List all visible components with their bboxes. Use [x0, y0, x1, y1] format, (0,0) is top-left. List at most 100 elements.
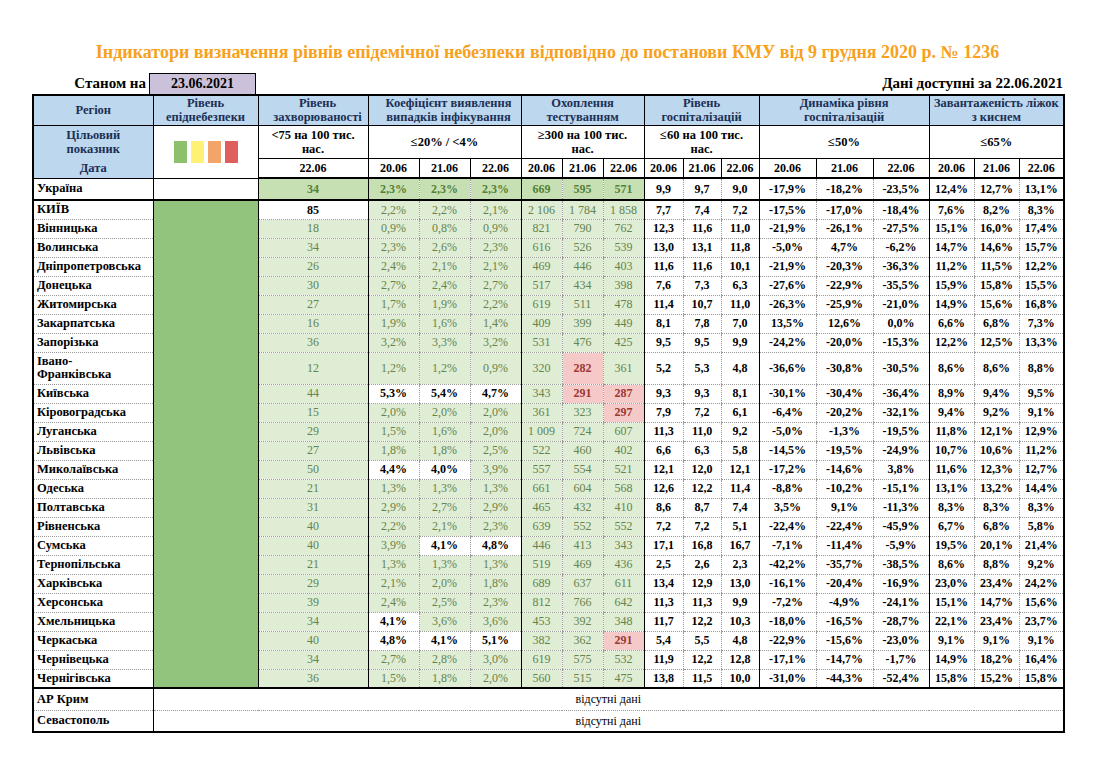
- value-cell: 2,6: [683, 555, 721, 574]
- value-cell: 11,3: [644, 422, 683, 441]
- value-cell: 6,1: [721, 403, 759, 422]
- testing-cell: 453: [521, 612, 562, 631]
- region-name: Луганська: [33, 422, 153, 441]
- value-cell: -19,5%: [816, 441, 873, 460]
- value-cell: -26,3%: [759, 295, 816, 314]
- target-and-date-labels: Цільовий показникДата: [33, 125, 153, 178]
- value-cell: 7,0: [721, 314, 759, 333]
- value-cell: 9,9: [721, 593, 759, 612]
- threshold-4: ≤60 на 100 тис. нас.: [644, 125, 759, 159]
- detection-cell: 2,3%: [470, 178, 521, 200]
- col-group-1: Рівень захворюваності: [258, 95, 368, 125]
- testing-cell: 432: [562, 498, 603, 517]
- value-cell: 16,7: [721, 536, 759, 555]
- value-cell: -18,2%: [816, 178, 873, 200]
- detection-cell: 5,4%: [419, 384, 470, 403]
- value-cell: 12,2: [683, 612, 721, 631]
- epid-level-cell: [153, 178, 258, 200]
- detection-cell: 3,0%: [470, 650, 521, 669]
- value-cell: 12,3%: [974, 460, 1019, 479]
- detection-cell: 2,3%: [368, 238, 419, 257]
- incidence-cell: 12: [258, 352, 368, 384]
- value-cell: -42,2%: [759, 555, 816, 574]
- date-cell: 21.06: [816, 159, 873, 178]
- detection-cell: 1,3%: [368, 555, 419, 574]
- value-cell: 7,6%: [929, 200, 974, 219]
- testing-cell: 552: [603, 517, 644, 536]
- testing-cell: 398: [603, 276, 644, 295]
- detection-cell: 1,2%: [368, 352, 419, 384]
- detection-cell: 2,1%: [419, 257, 470, 276]
- testing-cell: 812: [521, 593, 562, 612]
- detection-cell: 2,9%: [470, 498, 521, 517]
- legend-square-2: [208, 141, 221, 163]
- value-cell: 13,2%: [974, 479, 1019, 498]
- date-cell: 21.06: [419, 159, 470, 178]
- detection-cell: 4,1%: [419, 631, 470, 650]
- value-cell: -36,3%: [873, 257, 929, 276]
- value-cell: 9,3: [683, 384, 721, 403]
- testing-cell: 323: [562, 403, 603, 422]
- testing-cell: 575: [562, 650, 603, 669]
- value-cell: 11,6: [683, 257, 721, 276]
- value-cell: -15,1%: [873, 479, 929, 498]
- value-cell: 15,6%: [974, 295, 1019, 314]
- incidence-cell: 34: [258, 612, 368, 631]
- value-cell: 9,0: [721, 178, 759, 200]
- testing-cell: 515: [562, 669, 603, 688]
- value-cell: -17,9%: [759, 178, 816, 200]
- value-cell: 13,8: [644, 669, 683, 688]
- testing-cell: 413: [562, 536, 603, 555]
- region-name: Запорізька: [33, 333, 153, 352]
- value-cell: 15,8%: [929, 669, 974, 688]
- testing-cell: 568: [603, 479, 644, 498]
- value-cell: 5,2: [644, 352, 683, 384]
- value-cell: 17,4%: [1019, 219, 1064, 238]
- value-cell: 7,2: [721, 200, 759, 219]
- testing-cell: 348: [603, 612, 644, 631]
- detection-cell: 2,7%: [368, 276, 419, 295]
- value-cell: -35,7%: [816, 555, 873, 574]
- incidence-cell: 18: [258, 219, 368, 238]
- value-cell: -25,9%: [816, 295, 873, 314]
- value-cell: 11,5: [683, 669, 721, 688]
- value-cell: 8,9%: [929, 384, 974, 403]
- value-cell: 14,7%: [929, 238, 974, 257]
- region-name: Чернівецька: [33, 650, 153, 669]
- testing-cell: 661: [521, 479, 562, 498]
- value-cell: 12,9: [683, 574, 721, 593]
- region-name: Рівненська: [33, 517, 153, 536]
- value-cell: 5,3: [683, 352, 721, 384]
- value-cell: 8,6%: [929, 555, 974, 574]
- testing-cell: 436: [603, 555, 644, 574]
- testing-cell: 1 009: [521, 422, 562, 441]
- value-cell: -24,9%: [873, 441, 929, 460]
- detection-cell: 2,4%: [368, 593, 419, 612]
- detection-cell: 2,4%: [368, 257, 419, 276]
- region-name: Вінницька: [33, 219, 153, 238]
- testing-cell: 766: [562, 593, 603, 612]
- detection-cell: 1,3%: [470, 555, 521, 574]
- value-cell: 8,3%: [929, 498, 974, 517]
- region-name: Сумська: [33, 536, 153, 555]
- value-cell: -36,6%: [759, 352, 816, 384]
- col-group-3: Охоплення тестуванням: [521, 95, 644, 125]
- value-cell: 11,0: [721, 219, 759, 238]
- region-name: Київська: [33, 384, 153, 403]
- value-cell: 15,8%: [974, 276, 1019, 295]
- value-cell: -5,9%: [873, 536, 929, 555]
- value-cell: 18,2%: [974, 650, 1019, 669]
- detection-cell: 3,6%: [419, 612, 470, 631]
- value-cell: 5,8%: [1019, 517, 1064, 536]
- detection-cell: 4,8%: [368, 631, 419, 650]
- detection-cell: 1,6%: [419, 314, 470, 333]
- value-cell: -44,3%: [816, 669, 873, 688]
- value-cell: 9,7: [683, 178, 721, 200]
- col-group-0: Рівень епіднебезпеки: [153, 95, 258, 125]
- value-cell: 9,2%: [1019, 555, 1064, 574]
- value-cell: 13,1%: [1019, 178, 1064, 200]
- value-cell: -27,6%: [759, 276, 816, 295]
- value-cell: -30,1%: [759, 384, 816, 403]
- detection-cell: 2,2%: [368, 517, 419, 536]
- threshold-5: ≤50%: [759, 125, 929, 159]
